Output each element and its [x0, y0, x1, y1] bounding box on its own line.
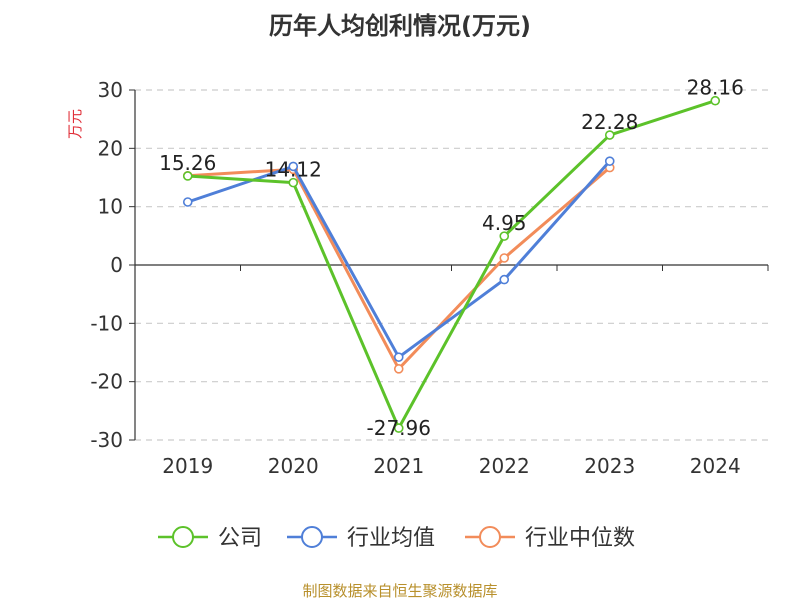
- x-tick-label: 2024: [690, 454, 741, 478]
- data-point: [604, 130, 615, 140]
- legend[interactable]: 公司 行业均值 行业中位数: [158, 526, 635, 551]
- y-axis-unit: 万元: [66, 109, 84, 139]
- data-point: [182, 197, 193, 207]
- data-point: [288, 177, 299, 188]
- series-line-2: [187, 166, 611, 371]
- y-tick-label: -30: [90, 428, 123, 452]
- legend-item-0[interactable]: 公司: [158, 526, 262, 551]
- data-label: 15.26: [159, 151, 216, 175]
- source-note: 制图数据来自恒生聚源数据库: [302, 582, 497, 600]
- x-tick-label: 2021: [373, 454, 424, 478]
- x-tick-label: 2022: [479, 454, 530, 478]
- data-label: 28.16: [687, 76, 744, 100]
- legend-marker: [172, 526, 194, 548]
- x-tick-label: 2019: [162, 454, 213, 478]
- axes: 30 20 10 0 -10 -20 -30 2019 2020 2021 2022 2023 2024: [90, 78, 769, 478]
- data-label: -27.96: [367, 416, 431, 440]
- x-tick-label: 2023: [584, 454, 635, 478]
- data-point: [499, 274, 510, 285]
- y-tick-label: 0: [110, 253, 123, 277]
- data-point: [499, 231, 510, 241]
- chart-title: 历年人均创利情况(万元): [269, 12, 531, 40]
- data-label: 14.12: [265, 158, 322, 182]
- data-point: [604, 156, 615, 166]
- y-tick-label: 20: [98, 136, 123, 160]
- y-tick-label: 10: [98, 195, 123, 219]
- legend-label: 公司: [218, 526, 262, 551]
- legend-label: 行业均值: [347, 526, 435, 551]
- legend-marker: [479, 526, 501, 548]
- y-tick-label: -20: [90, 370, 123, 394]
- legend-marker: [301, 526, 323, 548]
- data-point: [499, 253, 510, 263]
- data-point: [288, 161, 299, 172]
- legend-label: 行业中位数: [525, 526, 635, 551]
- data-point: [393, 423, 404, 433]
- series-line-0: [187, 99, 716, 430]
- series-layer: [182, 95, 721, 433]
- data-label: 4.95: [482, 211, 527, 235]
- legend-item-1[interactable]: 行业均值: [287, 526, 435, 551]
- legend-item-2[interactable]: 行业中位数: [465, 526, 635, 551]
- data-point: [393, 352, 404, 362]
- data-label: 22.28: [581, 110, 638, 134]
- y-tick-label: -10: [90, 311, 123, 335]
- x-tick-label: 2020: [268, 454, 319, 478]
- y-tick-label: 30: [98, 78, 123, 102]
- data-point: [710, 95, 721, 106]
- series-line-1: [187, 160, 611, 359]
- data-labels: 15.26 14.12 -27.96 4.95 22.28 28.16: [159, 76, 744, 440]
- data-point: [182, 171, 193, 181]
- data-point: [393, 364, 404, 374]
